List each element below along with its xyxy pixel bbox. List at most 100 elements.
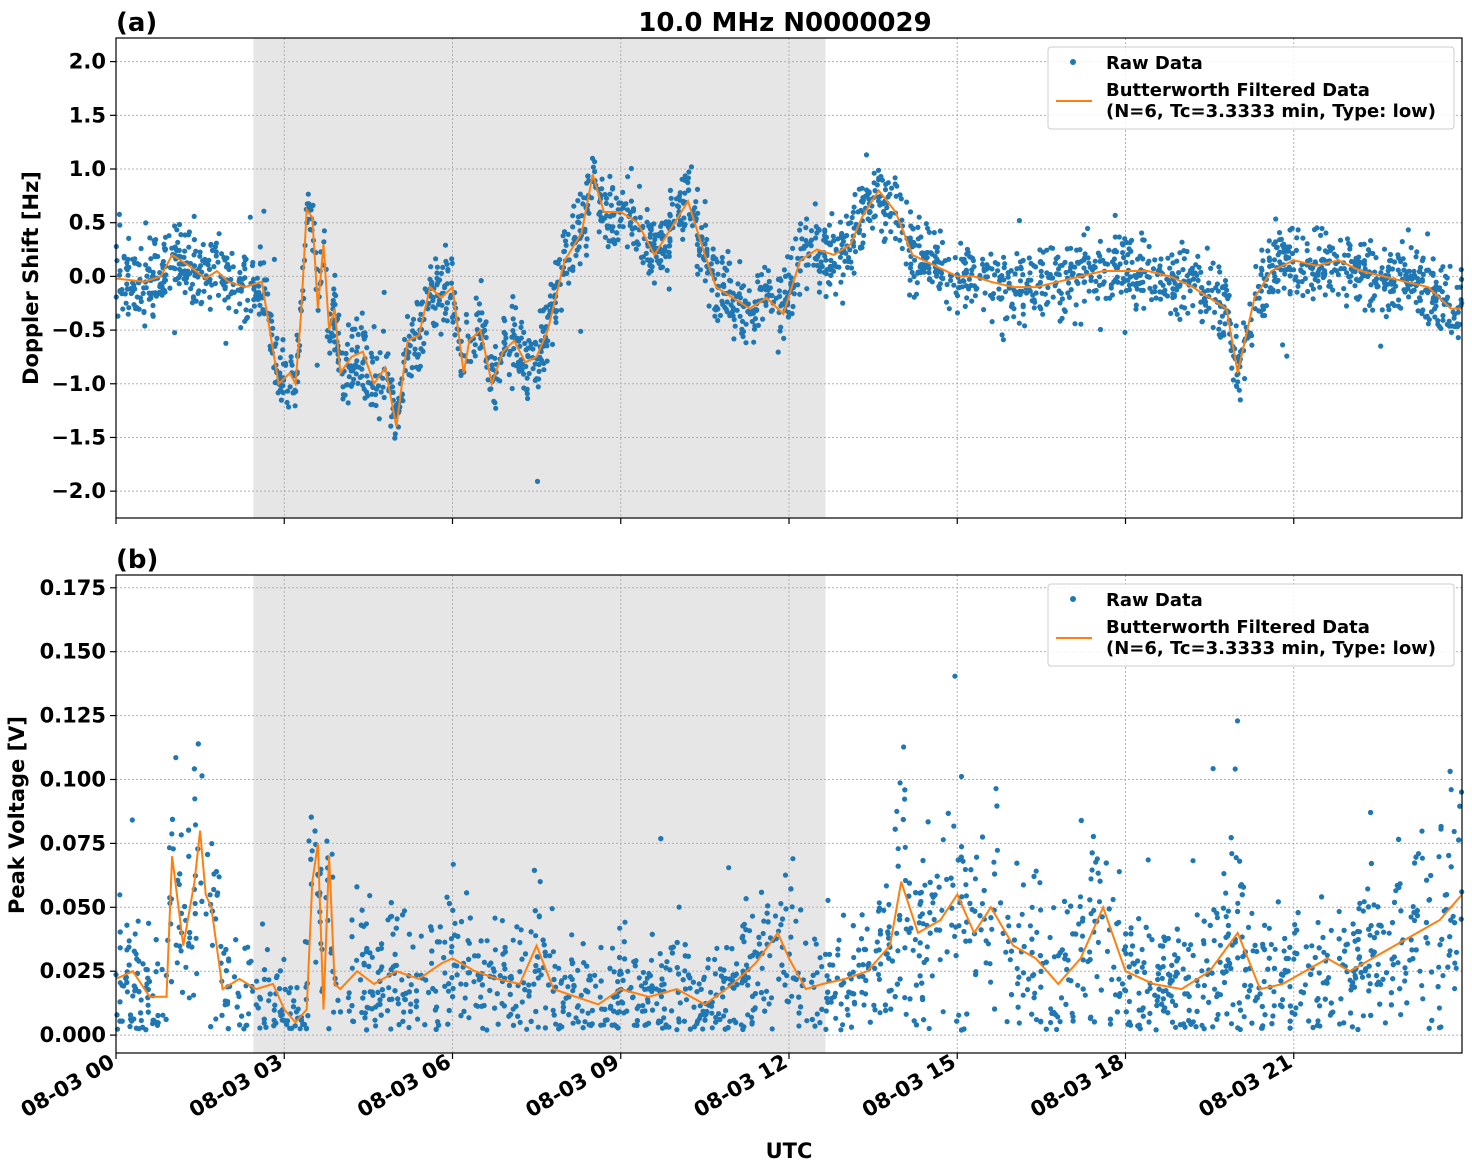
raw-point bbox=[768, 308, 774, 314]
raw-point bbox=[781, 335, 787, 341]
raw-point bbox=[607, 173, 613, 179]
raw-point bbox=[1368, 1012, 1374, 1019]
raw-point bbox=[789, 904, 795, 910]
raw-point bbox=[719, 298, 725, 304]
raw-point bbox=[126, 938, 132, 944]
raw-point bbox=[126, 235, 132, 241]
raw-point bbox=[329, 851, 335, 857]
raw-point bbox=[1393, 888, 1399, 894]
raw-point bbox=[1145, 857, 1151, 863]
raw-point bbox=[644, 206, 650, 213]
raw-point bbox=[778, 901, 784, 907]
raw-point bbox=[967, 938, 973, 944]
raw-point bbox=[349, 934, 355, 940]
raw-point bbox=[327, 338, 333, 344]
raw-point bbox=[803, 940, 809, 946]
raw-point bbox=[201, 288, 207, 294]
raw-point bbox=[907, 292, 913, 298]
raw-point bbox=[1181, 256, 1187, 262]
raw-point bbox=[368, 402, 374, 408]
raw-point bbox=[918, 899, 924, 905]
raw-point bbox=[939, 239, 946, 246]
raw-point bbox=[652, 236, 658, 243]
raw-point bbox=[1190, 952, 1196, 959]
raw-point bbox=[1091, 1019, 1097, 1025]
raw-point bbox=[920, 857, 926, 864]
raw-point bbox=[371, 324, 377, 330]
raw-point bbox=[1355, 277, 1361, 283]
raw-point bbox=[647, 231, 654, 237]
raw-point bbox=[615, 237, 621, 243]
raw-point bbox=[1309, 943, 1315, 949]
raw-point bbox=[485, 377, 491, 383]
raw-point bbox=[826, 222, 833, 228]
raw-point bbox=[1444, 294, 1451, 300]
raw-point bbox=[1281, 948, 1287, 954]
raw-point bbox=[155, 961, 161, 967]
raw-point bbox=[1182, 1024, 1188, 1030]
raw-point bbox=[908, 238, 914, 244]
raw-point bbox=[128, 290, 134, 297]
raw-point bbox=[250, 988, 256, 994]
raw-point bbox=[1247, 301, 1253, 307]
raw-point bbox=[448, 280, 455, 286]
raw-point bbox=[1024, 987, 1031, 993]
raw-point bbox=[1281, 245, 1287, 251]
raw-point bbox=[1080, 957, 1086, 963]
raw-point bbox=[1094, 856, 1100, 862]
raw-point bbox=[524, 386, 530, 392]
raw-point bbox=[1270, 1013, 1276, 1019]
raw-point bbox=[924, 944, 930, 950]
raw-point bbox=[553, 259, 559, 265]
raw-point bbox=[544, 358, 550, 364]
raw-point bbox=[522, 951, 529, 957]
raw-point bbox=[1002, 289, 1009, 295]
raw-point bbox=[1273, 216, 1279, 222]
raw-point bbox=[192, 822, 199, 828]
raw-point bbox=[126, 305, 132, 311]
raw-point bbox=[250, 259, 256, 266]
raw-point bbox=[705, 965, 711, 971]
raw-point bbox=[517, 939, 523, 946]
raw-point bbox=[1153, 295, 1159, 301]
raw-point bbox=[833, 264, 839, 270]
raw-point bbox=[1326, 975, 1332, 981]
raw-point bbox=[182, 289, 188, 296]
raw-point bbox=[562, 974, 568, 980]
raw-point bbox=[206, 266, 213, 272]
raw-point bbox=[927, 910, 933, 916]
raw-point bbox=[622, 919, 628, 925]
raw-point bbox=[343, 356, 349, 362]
raw-point bbox=[642, 980, 649, 986]
raw-point bbox=[430, 320, 436, 326]
raw-point bbox=[151, 1017, 157, 1023]
raw-point bbox=[408, 1001, 414, 1007]
raw-point bbox=[761, 918, 767, 924]
raw-point bbox=[1355, 928, 1361, 935]
raw-point bbox=[138, 245, 144, 252]
raw-point bbox=[392, 951, 398, 958]
raw-point bbox=[1038, 1019, 1044, 1025]
raw-point bbox=[1458, 267, 1464, 273]
raw-point bbox=[647, 262, 653, 268]
raw-point bbox=[1413, 947, 1419, 953]
raw-point bbox=[553, 315, 559, 321]
raw-point bbox=[1090, 833, 1096, 840]
raw-point bbox=[1373, 276, 1380, 282]
raw-point bbox=[1022, 323, 1028, 329]
raw-point bbox=[1276, 230, 1283, 236]
raw-point bbox=[1271, 989, 1277, 995]
raw-point bbox=[706, 1002, 712, 1008]
raw-point bbox=[736, 293, 742, 299]
raw-point bbox=[613, 195, 619, 201]
raw-point bbox=[1380, 277, 1386, 283]
raw-point bbox=[284, 399, 290, 406]
raw-point bbox=[1428, 309, 1435, 315]
raw-point bbox=[1260, 306, 1267, 312]
raw-point bbox=[586, 178, 592, 184]
raw-point bbox=[926, 229, 932, 235]
raw-point bbox=[1200, 994, 1206, 1000]
raw-point bbox=[450, 907, 456, 913]
raw-point bbox=[628, 198, 635, 204]
raw-point bbox=[381, 289, 387, 295]
